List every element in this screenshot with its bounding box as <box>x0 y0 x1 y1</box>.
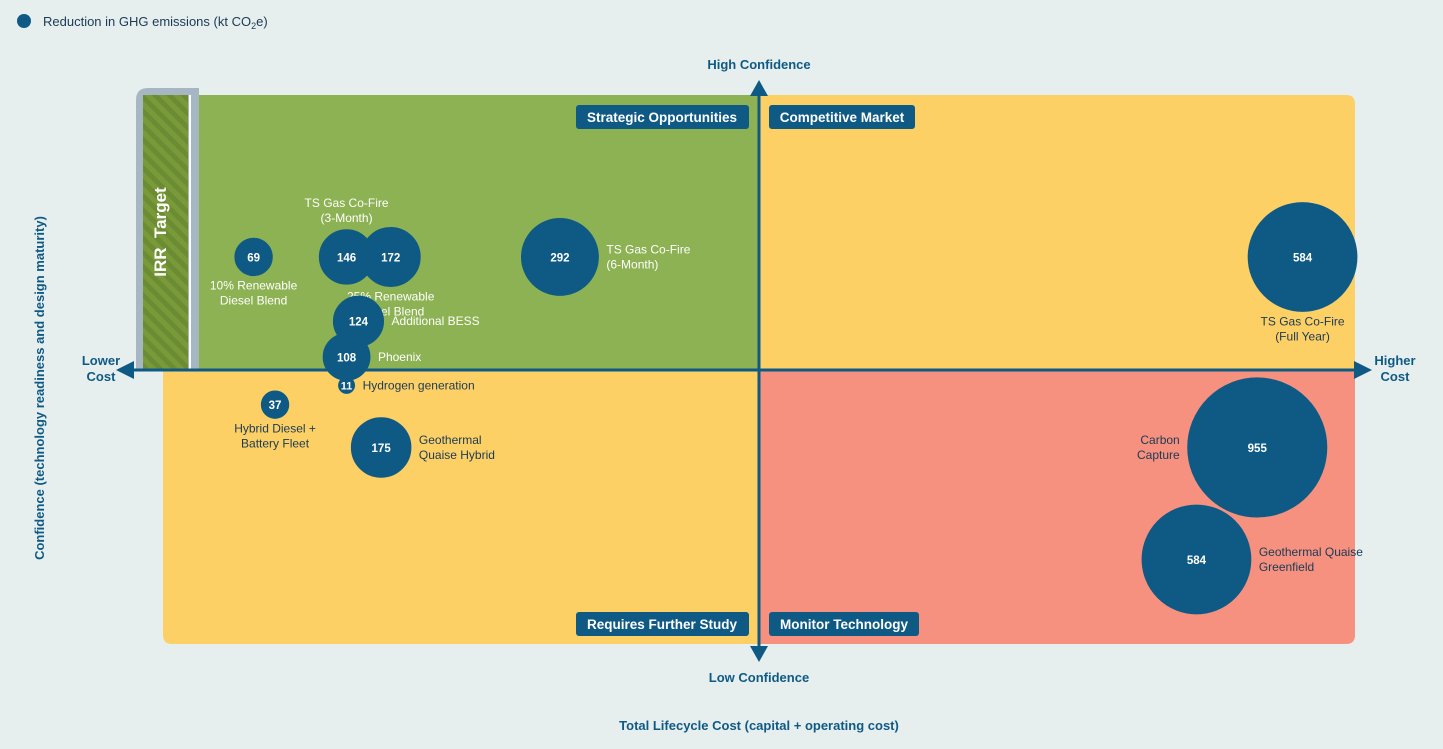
axis-lower-cost-2: Cost <box>87 369 117 384</box>
bubble: 175 Geothermal Quaise Hybrid <box>350 417 495 478</box>
bubble-circle <box>338 376 356 394</box>
bubble: 584 Geothermal Quaise Greenfield <box>1141 504 1363 615</box>
bubble-value: 37 <box>269 400 282 412</box>
quadrant-further-study <box>163 370 760 644</box>
badge-monitor-bg <box>769 612 919 636</box>
axis-higher-cost-2: Cost <box>1381 369 1411 384</box>
bubble-value: 172 <box>381 252 400 264</box>
bubble-circle <box>260 390 290 419</box>
badge-monitor: Monitor Technology <box>780 617 908 632</box>
quadrant-strategic <box>190 95 760 370</box>
bubble: 955 Carbon Capture <box>1137 377 1328 518</box>
bubble-label: 10% Renewable Diesel Blend <box>210 279 298 308</box>
y-axis-arrow-top <box>750 80 768 96</box>
bubble: 146 TS Gas Co-Fire (3-Month) <box>305 196 389 285</box>
bubble-circle <box>520 218 599 296</box>
x-axis-title: Total Lifecycle Cost (capital + operatin… <box>619 718 899 733</box>
bubble: 69 10% Renewable Diesel Blend <box>210 237 298 308</box>
bubble-label: TS Gas Co-Fire (Full Year) <box>1261 314 1345 343</box>
irr-target-label: IRR Target <box>151 187 170 277</box>
bubble-value: 584 <box>1293 252 1313 264</box>
bubble-label: Hydrogen generation <box>363 378 475 392</box>
bubble-label: Geothermal Quaise Hybrid <box>419 433 495 462</box>
bubble-value: 175 <box>372 443 392 455</box>
bubble-value: 11 <box>341 380 353 392</box>
bubble-value: 955 <box>1248 443 1268 455</box>
badge-further-study-bg <box>576 612 749 636</box>
bubble: 584 TS Gas Co-Fire (Full Year) <box>1247 202 1358 343</box>
bubble-circle <box>1141 504 1252 615</box>
bubble-circle <box>1187 377 1328 518</box>
bubble-value: 146 <box>337 252 356 264</box>
legend-marker <box>17 14 31 28</box>
badge-strategic: Strategic Opportunities <box>587 110 737 125</box>
x-axis-arrow-left <box>116 361 134 379</box>
axis-high-confidence: High Confidence <box>707 57 810 72</box>
y-axis-arrow-bottom <box>750 646 768 662</box>
bubble-label: Geothermal Quaise Greenfield <box>1259 545 1363 574</box>
bubble-value: 292 <box>550 252 569 264</box>
bubble-label: TS Gas Co-Fire (3-Month) <box>305 196 389 225</box>
legend: Reduction in GHG emissions (kt CO2e) <box>17 14 268 31</box>
bubble-label: Phoenix <box>378 350 421 364</box>
bubbles: 69 10% Renewable Diesel Blend 146 TS Gas Co-… <box>210 196 1363 615</box>
axis-higher-cost-1: Higher <box>1374 353 1415 368</box>
bubble-label: TS Gas Co-Fire (6-Month) <box>606 242 690 271</box>
y-axis-title: Confidence (technology readiness and des… <box>32 216 47 560</box>
badge-competitive: Competitive Market <box>780 110 905 125</box>
irr-target: IRR Target <box>136 88 199 370</box>
irr-target-hatch <box>143 95 188 370</box>
bubble-circle <box>360 226 421 287</box>
x-axis-arrow-right <box>1354 361 1372 379</box>
axis-low-confidence: Low Confidence <box>709 670 809 685</box>
bubble-circle <box>1247 202 1358 312</box>
bubble-label: Hybrid Diesel + Battery Fleet <box>234 421 316 450</box>
quadrant-competitive <box>760 95 1355 370</box>
bubble-value: 108 <box>337 352 357 364</box>
bubble: 292 TS Gas Co-Fire (6-Month) <box>520 218 691 296</box>
quadrant-labels: Strategic Opportunities Competitive Mark… <box>576 105 919 636</box>
badge-further-study: Requires Further Study <box>587 617 738 632</box>
axes: High Confidence Low Confidence Lower Cos… <box>32 57 1416 733</box>
bubble-value: 584 <box>1187 555 1207 567</box>
bubble-value: 124 <box>349 317 369 329</box>
bubble: 37 Hybrid Diesel + Battery Fleet <box>234 390 316 450</box>
bubble-label: Carbon Capture <box>1137 433 1180 462</box>
bubble-circle <box>350 417 412 478</box>
bubble-circle <box>234 237 273 277</box>
bubble-value: 69 <box>247 252 260 264</box>
badge-strategic-bg <box>576 105 749 129</box>
bubble-label: Additional BESS <box>392 314 480 328</box>
axis-lower-cost-1: Lower <box>82 353 120 368</box>
bubble: 11 Hydrogen generation <box>338 376 475 394</box>
legend-label: Reduction in GHG emissions (kt CO2e) <box>43 14 268 31</box>
bubble: 108 Phoenix <box>322 332 421 381</box>
badge-competitive-bg <box>769 105 915 129</box>
